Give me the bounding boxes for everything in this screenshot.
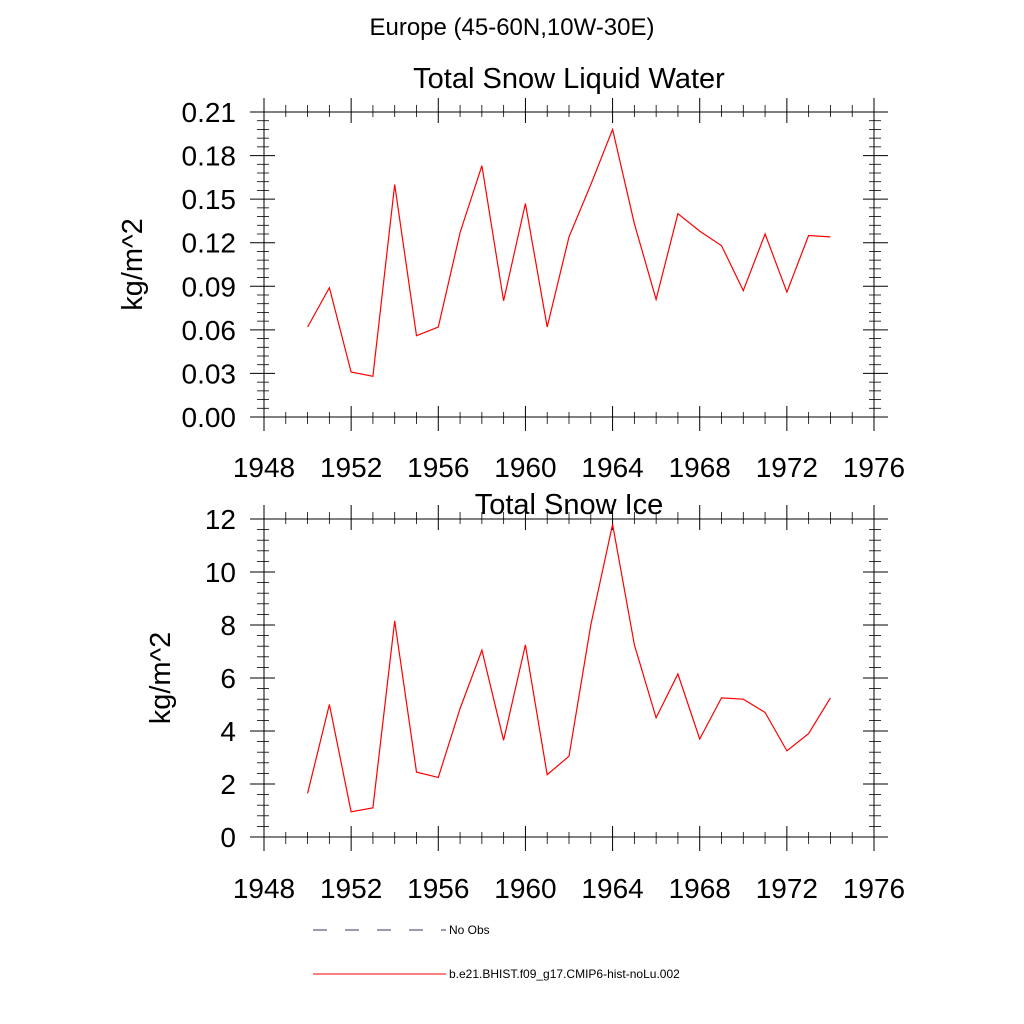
y-tick-label: 0.06 [182,315,237,346]
legend: No Obs b.e21.BHIST.f09_g17.CMIP6-hist-noL… [313,923,680,981]
x-tick-label: 1960 [494,452,556,483]
x-tick-label: 1956 [407,452,469,483]
x-tick-label: 1948 [233,452,295,483]
page-title: Europe (45-60N,10W-30E) [369,14,655,41]
plot-frame [263,111,875,418]
y-tick-label: 0.21 [182,97,237,128]
x-tick-label: 1972 [756,452,818,483]
x-tick-label: 1956 [407,873,469,904]
y-tick-label: 2 [220,769,236,800]
legend-label: b.e21.BHIST.f09_g17.CMIP6-hist-noLu.002 [449,967,680,981]
y-axis-label: kg/m^2 [145,632,177,725]
y-tick-label: 0 [220,822,236,853]
y-tick-label: 0.15 [182,184,237,215]
y-tick-label: 10 [205,557,236,588]
x-tick-label: 1972 [756,873,818,904]
y-tick-label: 6 [220,663,236,694]
y-tick-label: 0.18 [182,141,237,172]
chart-panel-1: Total Snow Liquid Water kg/m^2 1948 1952 195… [117,63,905,483]
y-tick-label: 0.00 [182,402,237,433]
series-line [307,524,831,813]
x-tick-label: 1968 [669,873,731,904]
x-tick-label: 1952 [320,873,382,904]
y-tick-label: 8 [220,610,236,641]
x-tick-label: 1952 [320,452,382,483]
x-tick-label: 1976 [843,452,905,483]
y-tick-label: 0.09 [182,271,237,302]
legend-label: No Obs [449,923,490,937]
x-tick-label: 1964 [581,873,643,904]
series-line [307,127,831,378]
y-tick-label: 12 [205,504,236,535]
chart-title: Total Snow Liquid Water [413,63,725,95]
x-tick-label: 1968 [669,452,731,483]
x-tick-label: 1948 [233,873,295,904]
y-axis-label: kg/m^2 [117,218,149,311]
y-tick-label: 0.03 [182,358,237,389]
x-tick-label: 1964 [581,452,643,483]
y-tick-label: 4 [220,716,236,747]
x-tick-label: 1976 [843,873,905,904]
y-tick-label: 0.12 [182,228,237,259]
plot-frame [263,518,875,838]
x-tick-label: 1960 [494,873,556,904]
